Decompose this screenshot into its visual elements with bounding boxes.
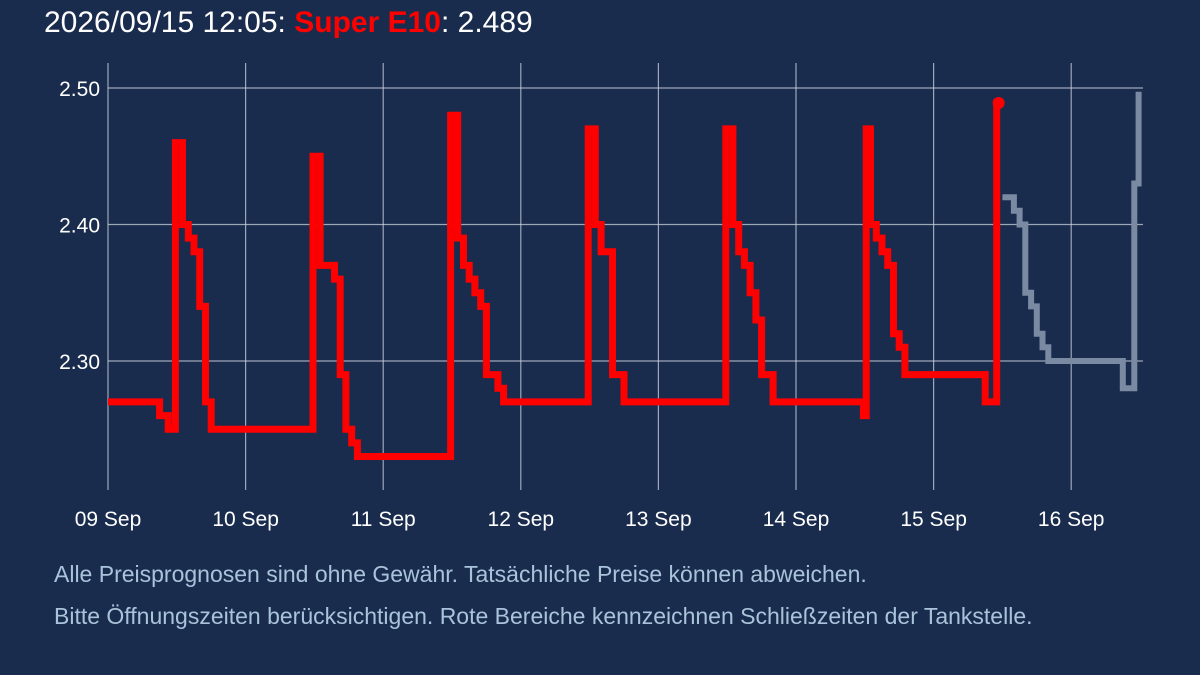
- current-price-header: 2026/09/15 12:05: Super E10: 2.489: [44, 2, 533, 44]
- x-tick-label: 09 Sep: [75, 508, 142, 531]
- forecast-price-line: [1002, 91, 1142, 392]
- disclaimer-text: Alle Preisprognosen sind ohne Gewähr. Ta…: [54, 553, 1174, 637]
- history-price-line: [108, 99, 1001, 460]
- y-tick-label: 2.50: [59, 78, 100, 101]
- chart-grid: [107, 63, 1143, 490]
- x-tick-label: 16 Sep: [1038, 508, 1105, 531]
- x-tick-label: 14 Sep: [763, 508, 830, 531]
- disclaimer-line-2: Bitte Öffnungszeiten berücksichtigen. Ro…: [54, 603, 1033, 629]
- x-tick-label: 12 Sep: [488, 508, 555, 531]
- header-separator: :: [440, 6, 450, 39]
- price-chart: 09 Sep 10 Sep 11 Sep 12 Sep 13 Sep 14 Sep 15 S…: [59, 63, 1143, 531]
- current-price-marker: [992, 97, 1005, 110]
- header-timestamp: 2026/09/15 12:05:: [44, 6, 286, 39]
- y-tick-label: 2.40: [59, 215, 100, 238]
- x-tick-label: 15 Sep: [900, 508, 967, 531]
- x-tick-label: 11 Sep: [351, 508, 416, 531]
- header-price: 2.489: [457, 6, 533, 39]
- disclaimer-line-1: Alle Preisprognosen sind ohne Gewähr. Ta…: [54, 561, 867, 587]
- y-tick-label: 2.30: [59, 351, 100, 374]
- chart-axis-labels: 09 Sep 10 Sep 11 Sep 12 Sep 13 Sep 14 Sep 15 S…: [59, 78, 1104, 531]
- x-tick-label: 10 Sep: [212, 508, 279, 531]
- chart-series: [108, 91, 1142, 460]
- header-fuel-type: Super E10: [294, 6, 441, 39]
- x-tick-label: 13 Sep: [625, 508, 692, 531]
